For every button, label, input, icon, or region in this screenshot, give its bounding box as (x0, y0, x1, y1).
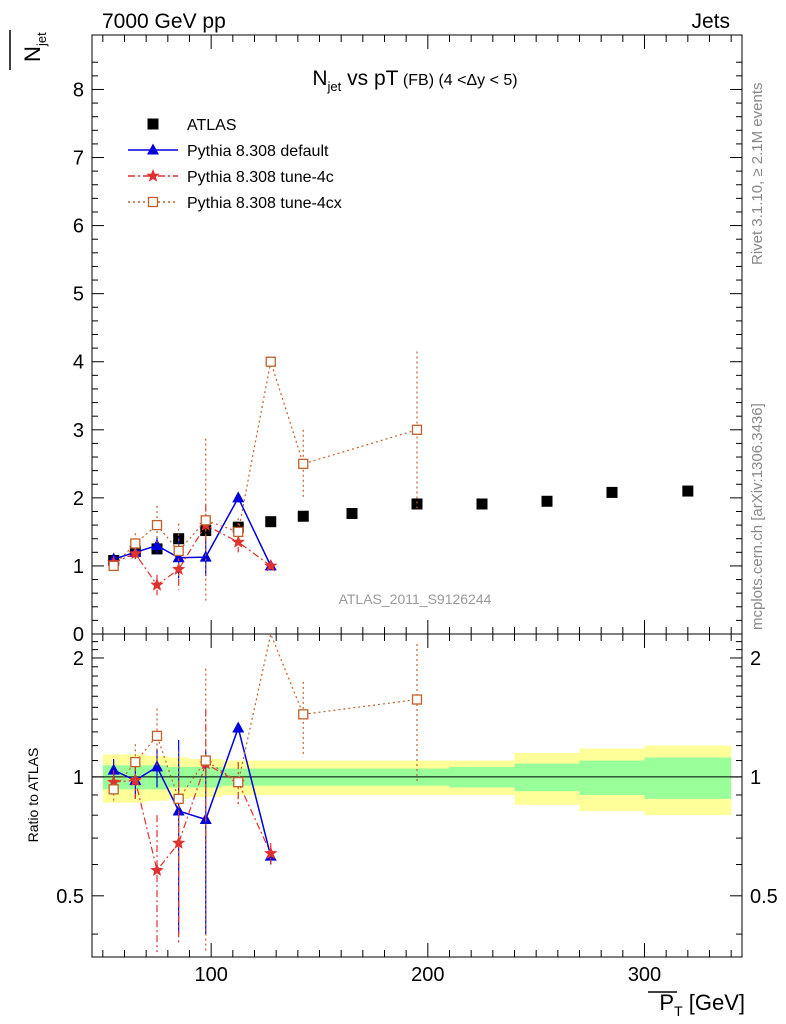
mcplots-reference-note: mcplots.cern.ch [arXiv:1306.3436] (749, 403, 766, 630)
ratio-band-green (644, 757, 732, 799)
y-tick-label: 4 (73, 352, 84, 374)
data-point-tune-4cx (173, 793, 184, 804)
legend-marker-tune-4c (146, 169, 160, 182)
data-point-tune-4c (107, 775, 121, 788)
legend: ATLAS Pythia 8.308 default Pythia 8.308 tu… (128, 117, 342, 212)
data-point-default (232, 491, 245, 503)
data-point-tune-4cx (173, 545, 184, 557)
category-label: Jets (691, 10, 730, 33)
data-point-tune-4cx (411, 424, 423, 435)
data-point-tune-4c (172, 562, 186, 575)
legend-label-atlas: ATLAS (187, 117, 237, 134)
y-tick-label: 2 (73, 488, 84, 510)
data-point-tune-4c (128, 546, 142, 560)
data-point-tune-4cx (411, 694, 423, 705)
y-tick-label: 3 (73, 420, 84, 442)
series-line-tune-4cx (113, 361, 418, 567)
chart-title-sub: jet (327, 79, 342, 94)
analysis-tag: ATLAS_2011_S9126244 (339, 591, 492, 607)
data-point-atlas (411, 498, 423, 510)
y-tick-label: 6 (73, 216, 84, 238)
chart-title-rest: vs pT (341, 67, 398, 90)
ratio-plot-frame (91, 633, 743, 958)
x-tick-label: 300 (628, 964, 661, 986)
data-point-tune-4cx (233, 526, 244, 538)
data-point-atlas (682, 485, 694, 497)
data-point-tune-4cx (130, 756, 141, 768)
ratio-y-tick-label-right: 2 (750, 648, 761, 670)
ratio-panel: 100 200 300 0.5 0.5 1 1 2 2 (56, 631, 778, 986)
data-point-atlas (541, 495, 553, 507)
data-point-tune-4cx (265, 356, 276, 367)
main-panel: 0 1 2 3 4 5 6 7 8 (73, 34, 743, 646)
y-tick-label: 7 (73, 148, 84, 170)
data-point-tune-4c (150, 578, 164, 591)
data-point-atlas (265, 516, 277, 528)
y-tick-label: 0 (73, 624, 84, 646)
data-point-default (232, 721, 245, 733)
x-axis-title-unit: [GeV] (683, 990, 745, 1015)
y-tick-label: 5 (73, 284, 84, 306)
y-tick-label: 1 (73, 556, 84, 578)
legend-label-tune-4c: Pythia 8.308 tune-4c (187, 169, 334, 186)
data-point-default (172, 804, 185, 816)
data-point-tune-4cx (151, 730, 163, 742)
y-axis-title-sub: jet (34, 32, 49, 47)
ratio-y-tick-label-right: 1 (750, 767, 761, 789)
data-point-tune-4c (264, 846, 278, 860)
data-point-default (151, 539, 163, 551)
data-point-default (151, 760, 163, 772)
chart-title: Njet vs pT (FB) (4 <Δy < 5) (312, 67, 517, 94)
legend-label-default: Pythia 8.308 default (187, 143, 329, 160)
data-point-tune-4c (150, 863, 164, 876)
data-point-tune-4c (264, 558, 278, 572)
chart-title-cut: (FB) (4 <Δy < 5) (398, 72, 517, 89)
data-point-tune-4c (231, 535, 245, 548)
y-axis-title-text: N (20, 46, 45, 62)
ratio-y-tick-label: 0.5 (56, 886, 84, 908)
data-point-tune-4cx (233, 776, 244, 788)
ratio-y-tick-label-right: 0.5 (750, 886, 778, 908)
x-axis-title: PT [GeV] (659, 990, 745, 1019)
collision-label: 7000 GeV pp (102, 10, 226, 33)
legend-label-tune-4cx: Pythia 8.308 tune-4cx (187, 195, 342, 212)
data-point-tune-4cx (298, 458, 309, 469)
data-point-tune-4cx (200, 515, 211, 526)
ratio-y-tick-label: 2 (73, 648, 84, 670)
y-axis-title-main: N jet (20, 32, 49, 62)
data-point-tune-4cx (108, 560, 119, 572)
data-point-atlas (476, 498, 488, 510)
legend-marker-tune-4cx (147, 196, 159, 208)
ratio-y-tick-label: 1 (73, 767, 84, 789)
legend-marker-default (147, 143, 159, 155)
data-point-tune-4cx (200, 755, 211, 766)
data-point-atlas (297, 510, 309, 522)
legend-marker-atlas (147, 118, 159, 130)
data-point-default (107, 763, 120, 775)
chart-title-main: N (312, 67, 327, 90)
data-point-atlas (346, 508, 358, 520)
series-line-tune-4cx (113, 631, 418, 801)
data-point-tune-4cx (151, 519, 163, 531)
x-axis-title-sub: T (674, 1003, 683, 1019)
x-axis-title-text: P (659, 990, 674, 1015)
y-axis-title-ratio: Ratio to ATLAS (25, 748, 41, 843)
ratio-band-green (514, 763, 580, 792)
x-tick-label: 100 (194, 964, 227, 986)
y-tick-label: 8 (73, 79, 84, 101)
x-tick-label: 200 (411, 964, 444, 986)
data-point-tune-4cx (130, 538, 141, 549)
data-point-default (172, 551, 185, 563)
data-point-tune-4cx (298, 709, 309, 720)
data-point-default (199, 550, 212, 562)
data-point-atlas (606, 486, 618, 498)
ratio-band-green (579, 760, 645, 795)
data-point-tune-4cx (108, 784, 119, 795)
rivet-version-note: Rivet 3.1.10, ≥ 2.1M events (749, 83, 766, 266)
